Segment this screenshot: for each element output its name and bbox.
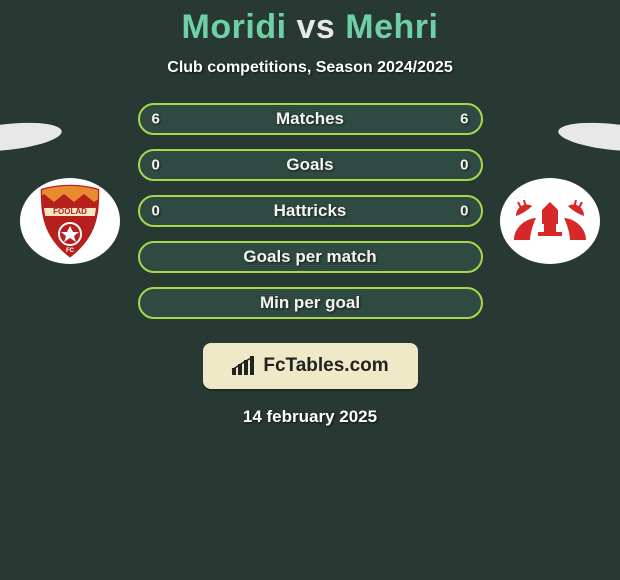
date-label: 14 february 2025 — [0, 407, 620, 427]
club-crest-left: FOOLAD FC — [34, 184, 106, 258]
stat-value-right: 0 — [460, 157, 468, 174]
stat-label: Goals — [286, 155, 333, 175]
stat-label: Matches — [276, 109, 344, 129]
player1-name: Moridi — [182, 8, 287, 46]
club-badge-right — [500, 178, 600, 264]
stat-value-left: 6 — [152, 111, 160, 128]
stat-bar-hattricks: 0 Hattricks 0 — [138, 195, 483, 227]
decoration-ellipse-left — [0, 118, 63, 155]
stat-label: Goals per match — [243, 247, 376, 267]
stat-value-left: 0 — [152, 203, 160, 220]
club-badge-left: FOOLAD FC — [20, 178, 120, 264]
stats-bars: 6 Matches 6 0 Goals 0 0 Hattricks 0 Goal… — [138, 103, 483, 319]
subtitle: Club competitions, Season 2024/2025 — [0, 59, 620, 77]
stat-bar-matches: 6 Matches 6 — [138, 103, 483, 135]
site-badge[interactable]: FcTables.com — [203, 343, 418, 389]
stat-value-left: 0 — [152, 157, 160, 174]
stat-label: Min per goal — [260, 293, 360, 313]
stat-bar-goals: 0 Goals 0 — [138, 149, 483, 181]
stat-value-right: 6 — [460, 111, 468, 128]
stat-bar-goals-per-match: Goals per match — [138, 241, 483, 273]
site-name: FcTables.com — [263, 355, 388, 377]
page-title: Moridi vs Mehri — [0, 8, 620, 47]
stat-bar-min-per-goal: Min per goal — [138, 287, 483, 319]
svg-text:FOOLAD: FOOLAD — [53, 207, 87, 216]
player2-name: Mehri — [345, 8, 438, 46]
club-crest-right — [508, 196, 592, 246]
comparison-card: Moridi vs Mehri Club competitions, Seaso… — [0, 0, 620, 427]
vs-label: vs — [296, 8, 335, 46]
svg-text:FC: FC — [66, 248, 75, 254]
stat-value-right: 0 — [460, 203, 468, 220]
decoration-ellipse-right — [557, 118, 620, 155]
bar-chart-icon — [231, 356, 257, 376]
stat-label: Hattricks — [274, 201, 347, 221]
